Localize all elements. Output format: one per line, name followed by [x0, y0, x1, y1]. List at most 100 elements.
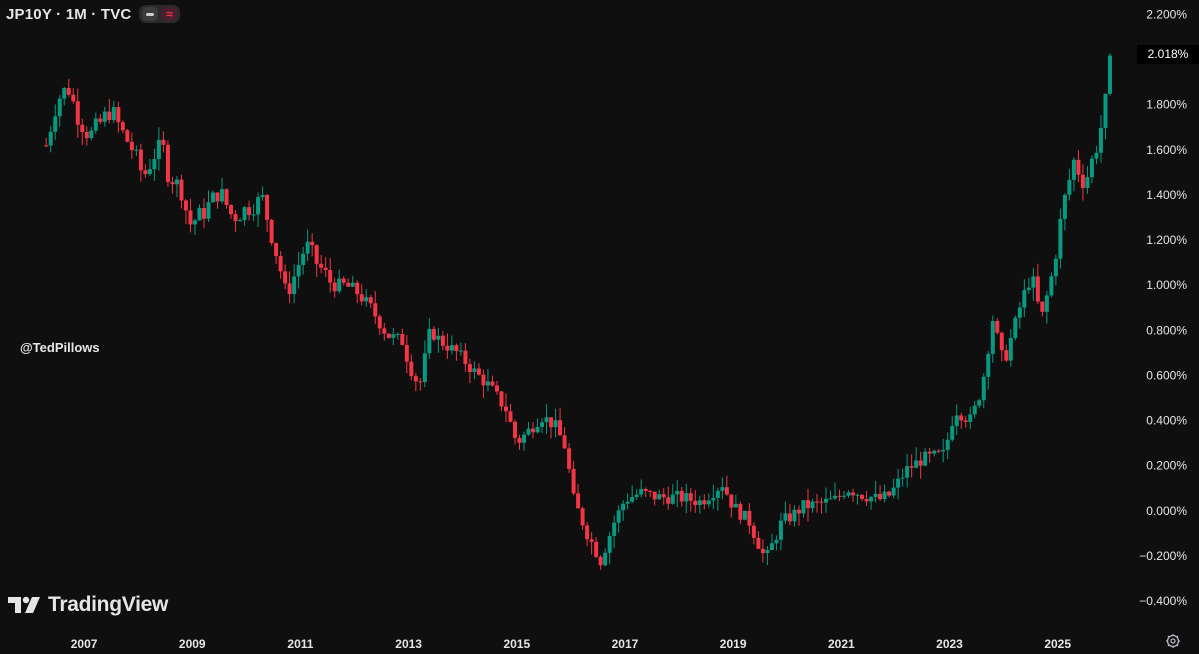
price-axis[interactable]: 2.200% 1.800% 1.600% 1.400% 1.200% 1.000% 0.80… [1139, 8, 1187, 608]
time-axis[interactable]: 2007 2009 2011 2013 2015 2017 2019 2021 2023 2025 [71, 637, 1072, 651]
price-tick-label: 1.000% [1146, 278, 1187, 292]
candle-body [1040, 301, 1045, 312]
candle-body [188, 210, 193, 225]
candle-body [842, 495, 847, 497]
candle-body [603, 552, 608, 566]
candle-body [670, 494, 675, 504]
candle-body [814, 501, 819, 503]
candle-body [765, 550, 770, 554]
candle-body [404, 344, 409, 362]
price-tick-label: 2.200% [1146, 8, 1187, 22]
candle-body [247, 207, 252, 215]
minus-icon[interactable] [142, 7, 159, 21]
candle-body [544, 417, 549, 423]
candle-body [463, 350, 468, 365]
candle-body [751, 525, 756, 538]
tradingview-logo[interactable]: TradingView [8, 593, 168, 617]
approx-icon[interactable]: ≈ [161, 7, 178, 21]
candle-body [639, 488, 644, 495]
candle-body [837, 495, 842, 497]
candle-body [571, 468, 576, 494]
candle-body [774, 539, 779, 544]
candle-body [409, 361, 414, 377]
price-tick-label: 0.200% [1146, 459, 1187, 473]
candle-body [769, 543, 774, 551]
candle-body [927, 451, 932, 454]
candle-body [594, 541, 599, 557]
candle-body [138, 149, 143, 171]
candle-body [485, 381, 490, 386]
candle-body [882, 491, 887, 500]
candle-body [391, 334, 396, 338]
candle-body [576, 493, 581, 509]
candle-body [211, 192, 215, 203]
candle-body [283, 271, 288, 284]
candle-body [675, 490, 680, 495]
price-tick-label: 0.800% [1146, 323, 1187, 337]
candle-body [165, 144, 170, 183]
candle-body [959, 415, 964, 421]
candle-body [648, 490, 653, 492]
candle-body [512, 421, 517, 438]
candle-body [319, 263, 324, 268]
candle-body [805, 500, 810, 509]
candle-body [206, 202, 211, 219]
candle-body [431, 328, 436, 340]
candle-body [220, 189, 225, 202]
candle-body [310, 241, 315, 246]
candle-body [57, 98, 62, 117]
candle-body [864, 498, 869, 502]
candle-body [896, 478, 901, 488]
candle-body [657, 494, 662, 500]
candle-body [490, 381, 495, 386]
candle-body [625, 501, 630, 504]
candle-body [621, 503, 626, 511]
price-tick-label: 1.600% [1146, 143, 1187, 157]
candle-body [111, 107, 116, 121]
candle-body [999, 332, 1004, 351]
candle-body [517, 437, 522, 443]
candle-body [287, 283, 292, 295]
candle-body [990, 320, 995, 354]
candle-body [386, 333, 391, 338]
candle-body [589, 539, 594, 542]
candle-body [494, 385, 499, 392]
candle-body [891, 487, 896, 496]
symbol-title[interactable]: JP10Y · 1M · TVC [6, 5, 132, 23]
candle-body [481, 374, 486, 386]
candle-body [1103, 93, 1108, 128]
candle-body [449, 345, 454, 351]
candle-body [693, 500, 698, 506]
candle-body [630, 497, 635, 502]
settings-gear-icon[interactable] [1165, 633, 1181, 649]
candle-body [995, 320, 1000, 333]
candle-body [742, 510, 747, 520]
candle-body [229, 205, 234, 215]
candle-body [724, 487, 729, 495]
candle-body [914, 460, 919, 468]
candle-body [869, 497, 874, 502]
candle-body [445, 345, 450, 351]
time-tick-label: 2011 [287, 637, 313, 651]
candle-body [860, 494, 865, 499]
candle-body [643, 488, 648, 491]
candle-body [508, 411, 513, 422]
candle-body [715, 490, 720, 498]
candle-body [152, 159, 157, 170]
tradingview-wordmark: TradingView [48, 593, 169, 616]
time-tick-label: 2007 [71, 637, 98, 651]
display-toggles[interactable]: ≈ [139, 5, 181, 23]
candle-body [328, 270, 333, 283]
candle-body [1067, 179, 1072, 195]
candle-body [292, 276, 297, 295]
candle-body [476, 368, 481, 375]
candle-body [981, 376, 986, 401]
candle-body [107, 111, 112, 121]
candle-body [183, 200, 188, 211]
candle-body [129, 141, 134, 151]
candle-body [616, 510, 621, 523]
candle-body [1107, 55, 1112, 94]
candle-body [819, 501, 824, 503]
candle-body [666, 497, 671, 504]
